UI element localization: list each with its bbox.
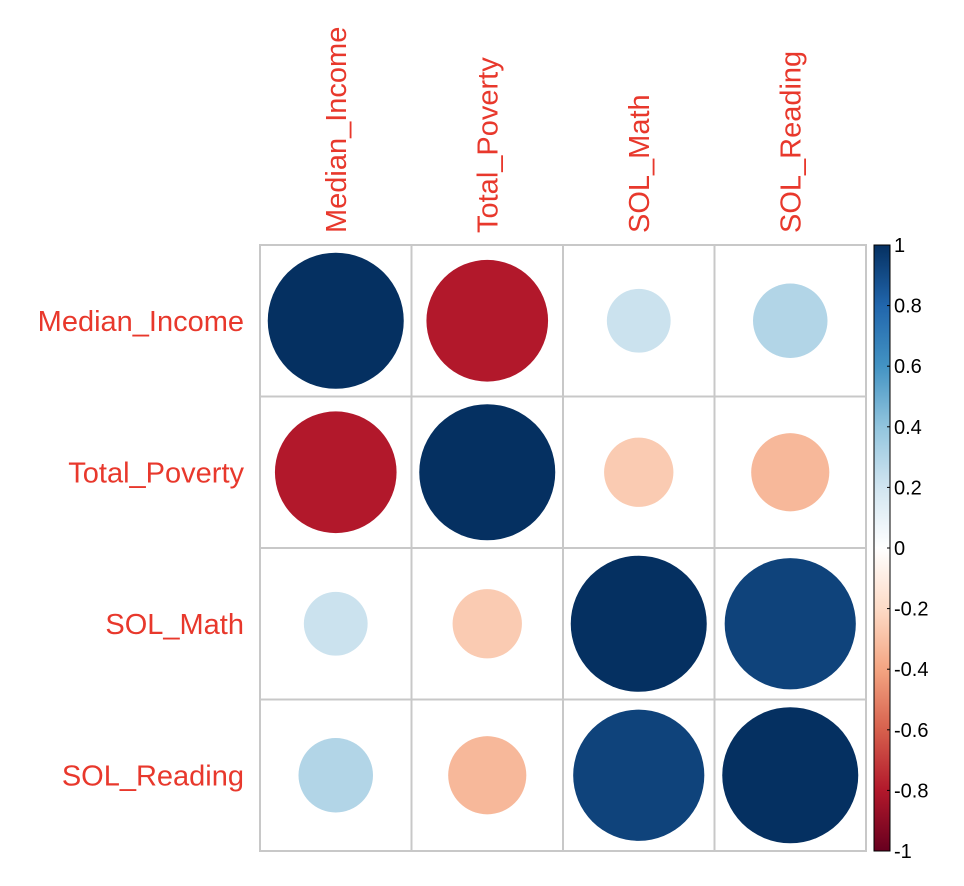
column-label: SOL_Reading xyxy=(775,51,807,233)
cell-3-1 xyxy=(410,698,564,852)
correlation-circle-0-1 xyxy=(426,259,549,382)
column-label: Median_Income xyxy=(321,27,353,233)
correlation-circle-0-2 xyxy=(606,288,671,353)
row-label: Median_Income xyxy=(38,306,244,338)
row-label: Total_Poverty xyxy=(68,457,244,489)
correlation-circle-3-3 xyxy=(722,707,859,844)
legend-tick-label: 0.8 xyxy=(894,296,922,318)
cell-1-3 xyxy=(713,395,867,549)
correlation-circle-1-2 xyxy=(604,437,674,507)
legend-tick-label: 0.6 xyxy=(894,356,922,378)
row-label: SOL_Reading xyxy=(62,760,244,792)
legend-tick-label: -0.8 xyxy=(894,780,928,802)
legend-tick-label: 0.2 xyxy=(894,477,922,499)
color-legend-ticks: 1 0.8 0.6 0.4 0.2 0 -0.2 -0.4 -0.6 -0.8 -1 xyxy=(887,235,928,863)
correlation-circle-1-1 xyxy=(419,404,556,541)
column-label: Total_Poverty xyxy=(472,57,504,233)
legend-tick-label: 0.4 xyxy=(894,417,922,439)
legend-tick-label: -0.6 xyxy=(894,720,928,742)
legend-tick-label: -0.2 xyxy=(894,599,928,621)
correlation-circle-2-1 xyxy=(452,589,522,659)
legend-tick-label: -0.4 xyxy=(894,659,928,681)
correlation-circle-3-2 xyxy=(573,709,705,841)
row-labels: Median_Income Total_Poverty SOL_Math SOL_Re… xyxy=(38,306,245,793)
color-legend: 1 0.8 0.6 0.4 0.2 0 -0.2 -0.4 -0.6 -0.8 -1 xyxy=(873,235,928,863)
correlation-circle-1-0 xyxy=(274,411,397,534)
correlation-circle-2-0 xyxy=(303,591,368,656)
correlation-circle-0-0 xyxy=(267,252,404,389)
correlation-circle-2-2 xyxy=(570,555,707,692)
row-label: SOL_Math xyxy=(105,609,244,641)
correlation-circle-1-3 xyxy=(751,433,830,512)
correlation-circle-3-0 xyxy=(298,738,373,813)
legend-tick-label: 0 xyxy=(894,538,905,560)
correlation-circles xyxy=(267,252,859,844)
legend-tick-label: 1 xyxy=(894,235,905,257)
column-label: SOL_Math xyxy=(624,94,656,233)
correlation-circle-3-1 xyxy=(448,736,527,815)
correlation-circle-2-3 xyxy=(724,558,856,690)
correlation-circle-0-3 xyxy=(753,283,828,358)
column-labels: Median_Income Total_Poverty SOL_Math SOL_Re… xyxy=(321,27,808,233)
legend-tick-label: -1 xyxy=(894,841,912,863)
